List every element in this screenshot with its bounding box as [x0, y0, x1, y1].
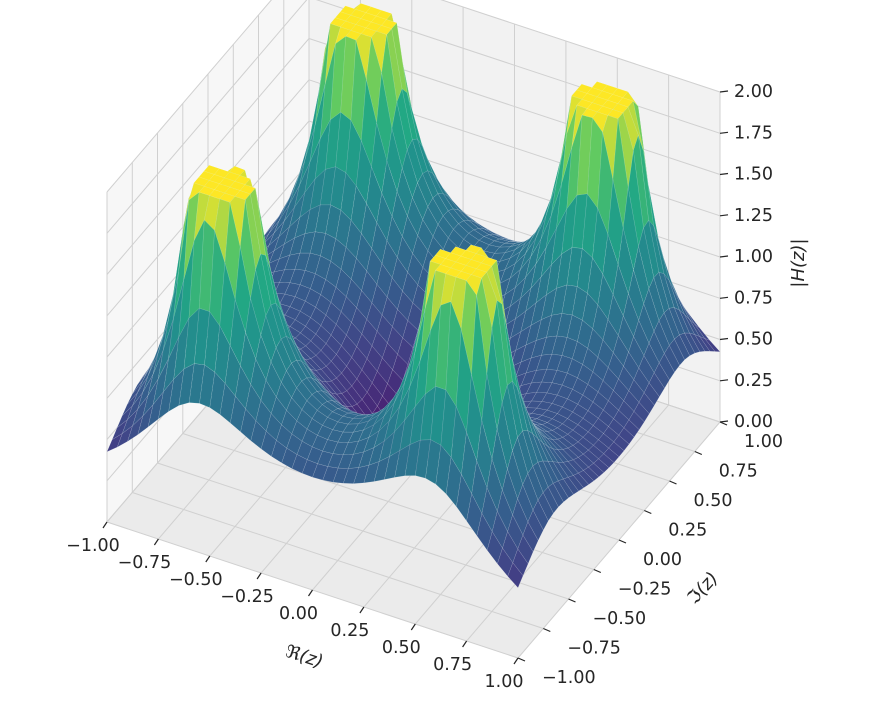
surface-facet: [623, 419, 640, 438]
x-tick-label: 0.50: [382, 638, 421, 658]
tick-mark: [719, 420, 729, 423]
surface-facet: [573, 472, 590, 489]
tick-mark: [669, 480, 677, 485]
y-tick-label: −1.00: [542, 668, 596, 688]
tick-mark: [719, 421, 728, 426]
y-tick-label: −0.75: [567, 639, 621, 659]
gridline: [157, 462, 569, 600]
tick-mark: [644, 509, 652, 515]
tick-mark: [513, 657, 519, 665]
tick-mark: [153, 538, 159, 546]
z-tick-label: 0.25: [734, 371, 773, 391]
x-tick-label: 0.25: [330, 621, 369, 641]
tick-mark: [719, 296, 729, 299]
tick-mark: [308, 589, 313, 597]
z-tick-label: 0.75: [734, 288, 773, 308]
y-tick-label: −0.25: [618, 580, 672, 600]
surface-facet: [593, 458, 610, 473]
gridline: [106, 0, 308, 234]
z-tick-label: 0.50: [734, 330, 773, 350]
gridline: [440, 0, 721, 93]
surface-facet: [674, 334, 691, 361]
tick-mark: [719, 255, 729, 258]
tick-mark: [719, 90, 729, 93]
axis-tick-labels: −1.00−0.75−0.50−0.250.000.250.500.751.00…: [66, 82, 783, 692]
y-tick-label: 1.00: [744, 432, 783, 452]
y-tick-label: 0.50: [694, 491, 733, 511]
surface-facet: [507, 562, 524, 589]
x-tick-label: 0.00: [279, 604, 318, 624]
x-tick-label: −0.25: [220, 587, 274, 607]
tick-mark: [410, 623, 416, 631]
axis-ticks: [102, 90, 729, 665]
surface-facet: [491, 300, 508, 403]
tick-mark: [719, 214, 729, 217]
surface-facet: [481, 271, 498, 328]
gridline: [106, 0, 272, 193]
surface-facet: [491, 259, 508, 330]
tick-mark: [719, 337, 729, 341]
y-tick-label: −0.50: [593, 609, 647, 629]
gridline: [132, 492, 544, 629]
surface-facet: [522, 521, 539, 553]
x-tick-label: −1.00: [66, 536, 120, 556]
y-tick-label: 0.00: [643, 550, 682, 570]
tick-mark: [102, 521, 108, 529]
y-tick-label: 0.25: [668, 521, 707, 541]
tick-mark: [359, 606, 365, 614]
z-tick-label: 2.00: [734, 82, 773, 102]
gridline: [106, 38, 310, 275]
z-tick-label: 0.00: [734, 412, 773, 432]
surface-mesh: [106, 2, 721, 589]
x-tick-label: −0.75: [118, 553, 172, 573]
x-tick-label: −0.50: [169, 570, 223, 590]
x-tick-label: 1.00: [485, 672, 524, 692]
tick-mark: [719, 172, 729, 176]
tick-mark: [618, 539, 627, 544]
y-axis-label: ℑ(z): [683, 568, 723, 609]
tick-mark: [694, 450, 703, 456]
tick-mark: [543, 627, 551, 633]
z-tick-label: 1.75: [734, 123, 773, 143]
tick-mark: [719, 379, 729, 382]
x-tick-label: 0.75: [433, 655, 472, 675]
x-axis-label: ℜ(z): [283, 641, 326, 673]
z-axis-label: |H(z)|: [788, 238, 809, 287]
tick-mark: [205, 555, 211, 563]
tick-mark: [568, 598, 576, 603]
tick-mark: [593, 568, 602, 574]
tick-mark: [462, 640, 468, 648]
z-tick-label: 1.25: [734, 206, 773, 226]
z-tick-label: 1.50: [734, 165, 773, 185]
surface-facet: [693, 333, 711, 352]
tick-mark: [256, 572, 262, 580]
z-tick-label: 1.00: [734, 247, 773, 267]
tick-mark: [517, 657, 526, 662]
tick-mark: [719, 131, 729, 134]
y-tick-label: 0.75: [719, 462, 758, 482]
